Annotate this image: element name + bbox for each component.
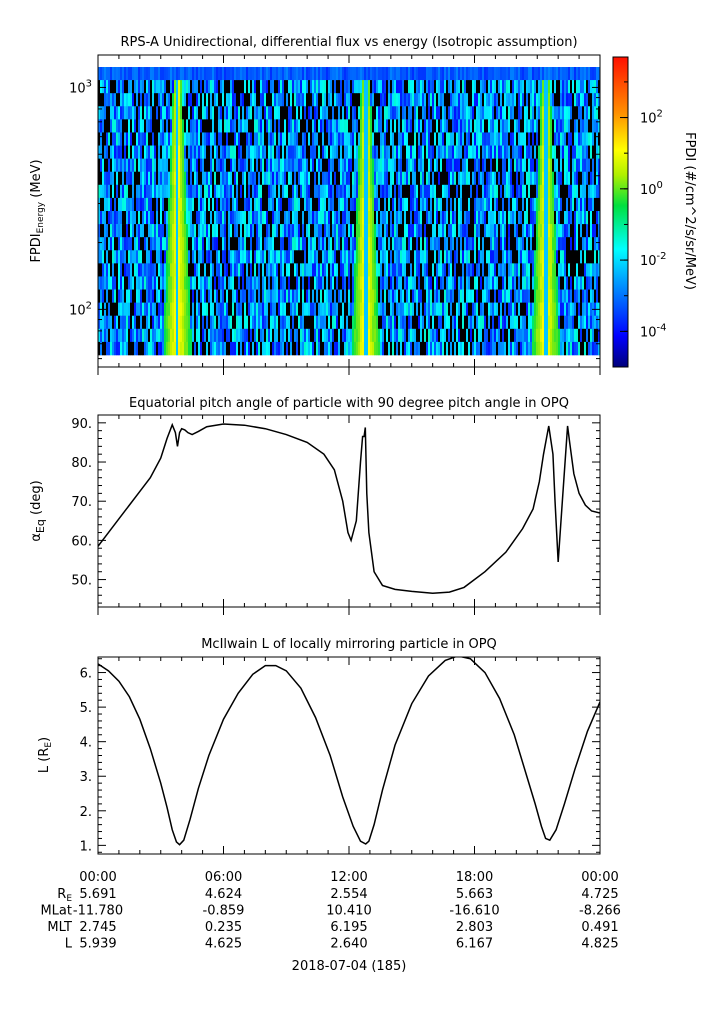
ephemeris-value: 2.640 [330,937,367,952]
time-tick-label: 12:00 [330,870,367,885]
panel1-ylabel-sub: Energy [36,201,46,233]
time-tick-label: 18:00 [456,870,493,885]
y-tick-label: 4. [80,736,92,751]
y-tick-label: 60. [71,534,92,549]
ephemeris-value: 4.825 [581,937,618,952]
pitch-angle-line [98,422,600,595]
colorbar-ticks: 10-4 10-2 100 102 [620,81,667,368]
panel3-ylabel-sub: E [44,742,54,748]
ephemeris-value: 0.491 [581,920,618,935]
panel2-ylabel: αEq (deg) [29,480,47,541]
ephemeris-row-label: MLat [40,904,72,919]
panel2-ylabel-sub: Eq [34,519,47,533]
heatmap-cells [98,55,600,367]
time-tick-label: 06:00 [205,870,242,885]
y-tick-label: 2. [80,805,92,820]
ephemeris-row-label: L [65,937,73,952]
time-axis-labels: 00:00 06:00 12:00 18:00 00:00 [79,870,618,885]
ephemeris-value: 2.745 [79,920,116,935]
y-tick-label: 90. [71,417,92,432]
ephemeris-value: 2.554 [330,887,367,902]
ephemeris-value: -16.610 [449,904,499,919]
panel3-x-ticks [97,657,601,854]
ephemeris-value: -0.859 [203,904,245,919]
mcilwain-l-line [98,657,600,846]
colorbar-label: FPDI (#/cm^2/s/sr/MeV) [682,132,697,290]
ephemeris-value: -8.266 [579,904,621,919]
ephemeris-row-label: MLT [47,920,72,935]
panel1-ylabel-main: FPDI [29,233,44,262]
ephemeris-value: 4.624 [205,887,242,902]
colorbar-tick-label: 10-2 [640,251,667,269]
panel1-y-ticks: 102 103 [69,78,600,360]
pitch-angle-panel: Equatorial pitch angle of particle with … [29,396,601,615]
panel1-title: RPS-A Unidirectional, differential flux … [120,35,577,50]
panel2-x-ticks [97,415,601,615]
panel3-title: McIlwain L of locally mirroring particle… [201,637,497,652]
ephemeris-value: 6.167 [456,937,493,952]
time-tick-label: 00:00 [581,870,618,885]
y-tick-label: 50. [71,574,92,589]
ephemeris-value: 4.625 [205,937,242,952]
ephemeris-value: 10.410 [326,904,372,919]
panel2-ylabel-main: α [29,533,44,542]
y-tick-label: 3. [80,770,92,785]
ephemeris-value: 2.803 [456,920,493,935]
y-tick-label: 80. [71,456,92,471]
panel1-y-tick-label: 102 [69,300,92,318]
ephemeris-value: 5.663 [456,887,493,902]
panel1-x-ticks [97,55,601,375]
panel1-ylabel: FPDIEnergy (MeV) [29,159,46,262]
panel3-ylabel: L (RE) [37,737,54,773]
panel3-ylabel-tail: ) [37,737,52,742]
time-tick-label: 00:00 [79,870,116,885]
ephemeris-value: 5.691 [79,887,116,902]
panel2-ylabel-unit: (deg) [29,480,44,515]
panel3-ylabel-main: L (R [37,748,52,773]
colorbar: 10-4 10-2 100 102 FPDI (#/cm^2/s/sr/MeV) [612,56,697,368]
ephemeris-table: RE 5.691 4.624 2.554 5.663 4.725 MLat -11.780 -0… [40,887,620,952]
panel1-ylabel-unit: (MeV) [29,159,44,197]
panel2-title: Equatorial pitch angle of particle with … [129,396,569,411]
colorbar-tick-label: 102 [640,109,663,127]
y-tick-label: 5. [80,701,92,716]
ephemeris-value: 5.939 [79,937,116,952]
panel2-y-ticks: 50. 60. 70. 80. 90. [71,414,600,604]
panel1-y-tick-label: 103 [69,78,92,96]
colorbar-tick-label: 100 [640,180,663,198]
ephemeris-value: 6.195 [330,920,367,935]
panel3-y-ticks: 1. 2. 3. 4. 5. 6. [80,658,600,854]
colorbar-gradient [612,56,629,368]
mcilwain-l-panel: McIlwain L of locally mirroring particle… [37,637,601,855]
panel3-frame [97,656,601,855]
ephemeris-value: 0.235 [205,920,242,935]
colorbar-tick-label: 10-4 [640,322,667,340]
y-tick-label: 70. [71,495,92,510]
ephemeris-value: -11.780 [73,904,123,919]
panel2-frame [97,414,601,608]
y-tick-label: 1. [80,839,92,854]
date-label: 2018-07-04 (185) [292,959,407,974]
ephemeris-value: 4.725 [581,887,618,902]
spectrogram-panel: RPS-A Unidirectional, differential flux … [29,35,601,375]
ephemeris-row-label: RE [57,887,72,904]
y-tick-label: 6. [80,667,92,682]
